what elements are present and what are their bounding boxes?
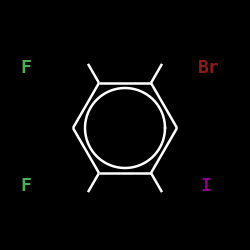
Text: F: F xyxy=(20,59,31,77)
Text: Br: Br xyxy=(198,59,220,77)
Text: F: F xyxy=(20,177,31,195)
Text: I: I xyxy=(201,177,212,195)
